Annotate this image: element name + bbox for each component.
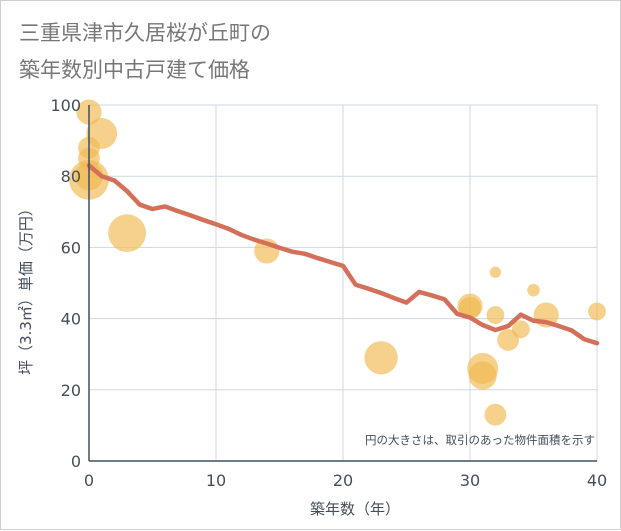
data-bubble — [459, 297, 481, 319]
grid — [88, 104, 598, 462]
y-tick-label: 20 — [61, 381, 81, 400]
data-bubble — [364, 341, 398, 375]
data-bubble — [486, 306, 505, 324]
y-tick-label: 100 — [50, 96, 81, 115]
x-tick-label: 40 — [587, 471, 607, 490]
y-tick-label: 0 — [71, 452, 81, 471]
data-bubble — [497, 329, 520, 351]
chart-title: 三重県津市久居桜が丘町の 築年数別中古戸建て価格 — [19, 15, 271, 89]
data-bubble — [108, 214, 146, 253]
y-tick-label: 60 — [61, 238, 81, 257]
data-bubble — [588, 302, 606, 321]
chart-title-line-2: 築年数別中古戸建て価格 — [19, 58, 250, 82]
chart-title-line-1: 三重県津市久居桜が丘町の — [19, 21, 271, 45]
y-tick-label: 80 — [61, 167, 81, 186]
x-axis-title: 築年数（年） — [310, 500, 400, 518]
y-tick-label: 40 — [61, 310, 81, 329]
data-bubble — [484, 403, 507, 426]
x-tick-label: 0 — [84, 471, 94, 490]
data-bubble — [511, 320, 530, 339]
data-bubble — [489, 266, 502, 278]
data-bubble — [468, 361, 497, 390]
x-tick-label: 10 — [206, 471, 226, 490]
x-tick-label: 30 — [460, 471, 480, 490]
data-bubble — [527, 283, 540, 297]
data-bubble — [86, 118, 118, 149]
y-axis-title: 坪（3.3㎡）単価（万円） — [17, 201, 35, 375]
axes: 0 20 40 60 80 100 0 10 20 30 40 — [50, 96, 607, 490]
x-tick-label: 20 — [333, 471, 353, 490]
bubble-size-note: 円の大きさは、取引のあった物件面積を示す — [365, 433, 595, 447]
trend-line — [86, 163, 600, 346]
